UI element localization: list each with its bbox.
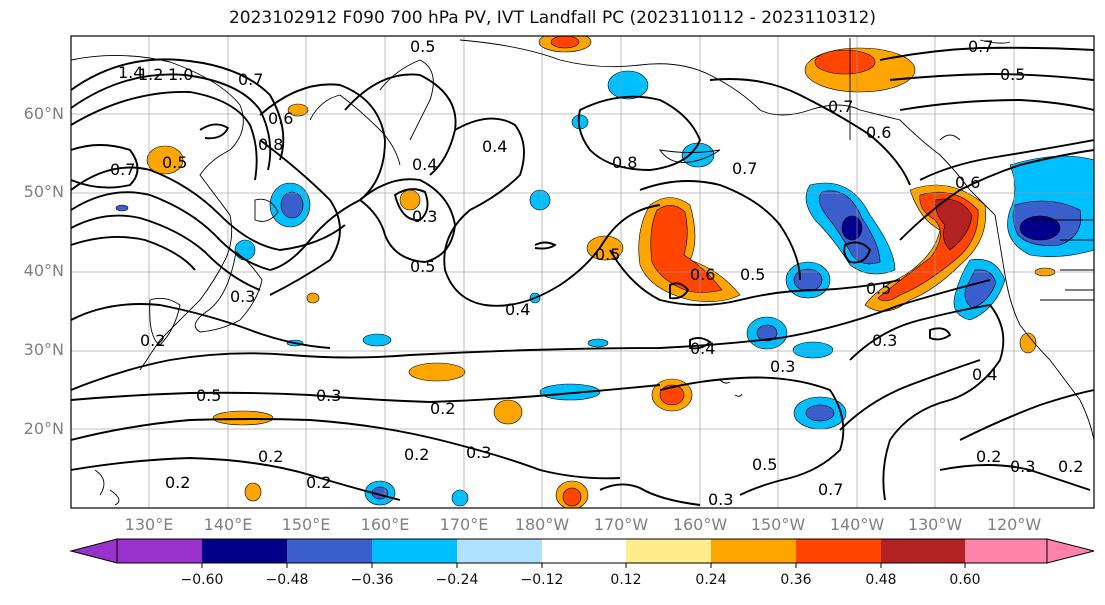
lon-label: 140°W [829,515,885,534]
lon-label: 160°E [360,515,410,534]
contour-label: 0.5 [866,279,891,298]
contour-label: 0.6 [955,173,980,192]
colorbar-segment [457,539,542,563]
colorbar-tick-label: 0.24 [695,572,727,588]
lon-label: 150°E [281,515,331,534]
colorbar [69,538,1095,568]
contour-label: 0.6 [866,123,891,142]
colorbar-tick-label: −0.60 [180,572,224,588]
colorbar-segment [372,539,457,563]
contour-label: 0.5 [162,153,187,172]
lon-label: 130°W [907,515,963,534]
contour-label: 0.3 [230,287,255,306]
contour-label: 0.5 [595,245,620,264]
contour-label: 0.2 [1058,457,1083,476]
lat-label: 30°N [23,340,64,359]
contour-label: 0.2 [165,473,190,492]
contour-label: 0.4 [482,137,507,156]
contour-label: 0.6 [690,265,715,284]
contour-label: 0.2 [976,447,1001,466]
colorbar-tick-label: 0.60 [949,572,981,588]
colorbar-segment [711,539,796,563]
lat-label: 40°N [23,261,64,280]
contour-label: 0.7 [828,97,853,116]
contour-label: 0.4 [690,339,715,358]
lat-label: 60°N [23,104,64,123]
colorbar-tick-label: 0.36 [780,572,812,588]
contour-label: 0.7 [732,159,757,178]
contour-label: 0.3 [412,207,437,226]
contour-label: 1.2 [138,65,163,84]
contour-label: 0.4 [505,300,530,319]
lat-label: 20°N [23,419,64,438]
contour-label: 0.4 [972,365,997,384]
contour-label: 0.4 [412,155,437,174]
colorbar-tick-label: −0.36 [350,572,394,588]
colorbar-tick-label: 0.12 [610,572,642,588]
colorbar-tick-label: −0.12 [520,572,564,588]
lon-label: 170°W [593,515,649,534]
colorbar-extend-high [1046,538,1095,564]
contour-label: 0.2 [258,447,283,466]
contour-label: 0.2 [430,399,455,418]
pv-contours [71,46,1094,506]
contour-label: 0.7 [818,480,843,499]
colorbar-segment [287,539,372,563]
lon-label: 160°W [672,515,728,534]
lon-label: 150°W [750,515,806,534]
contour-label: 0.3 [708,490,733,509]
contour-label: 0.5 [410,37,435,56]
contour-label: 0.3 [872,331,897,350]
lon-label: 130°E [124,515,174,534]
contour-label: 0.6 [268,109,293,128]
contour-label: 1.0 [168,65,193,84]
lon-label: 140°E [203,515,253,534]
colorbar-segment [796,539,881,563]
contour-label: 0.7 [238,70,263,89]
contour-label: 0.8 [612,153,637,172]
colorbar-tick-label: −0.48 [265,572,309,588]
lon-label: 120°W [986,515,1042,534]
contour-label: 0.2 [404,445,429,464]
shaded-anomalies [115,36,1094,508]
colorbar-segment [117,539,202,563]
lon-label: 170°E [439,515,489,534]
colorbar-extend-low [69,538,118,564]
lat-label: 50°N [23,182,64,201]
contour-label: 0.3 [770,357,795,376]
contour-label: 0.2 [306,473,331,492]
contour-label: 0.3 [316,386,341,405]
colorbar-segment [202,539,287,563]
colorbar-tick-label: −0.24 [435,572,479,588]
contour-label: 0.5 [410,257,435,276]
contour-label: 0.3 [1010,457,1035,476]
contour-label: 0.2 [140,331,165,350]
gridlines [71,36,1094,508]
contour-label: 0.7 [110,160,135,179]
contour-label: 0.5 [1000,65,1025,84]
colorbar-segment [626,539,711,563]
contour-label: 0.8 [258,135,283,154]
contour-label: 0.5 [196,386,221,405]
colorbar-tick-label: 0.48 [865,572,897,588]
colorbar-segment [965,539,1047,563]
contour-label: 1.4 [118,63,143,82]
colorbar-segment [881,539,965,563]
colorbar-segment [542,539,626,563]
contour-label: 0.7 [968,37,993,56]
contour-label: 0.3 [466,443,491,462]
contour-label: 0.5 [752,455,777,474]
map-frame [70,35,1095,509]
lon-label: 180°W [514,515,570,534]
map-title: 2023102912 F090 700 hPa PV, IVT Landfall… [228,8,876,28]
contour-label: 0.5 [740,265,765,284]
